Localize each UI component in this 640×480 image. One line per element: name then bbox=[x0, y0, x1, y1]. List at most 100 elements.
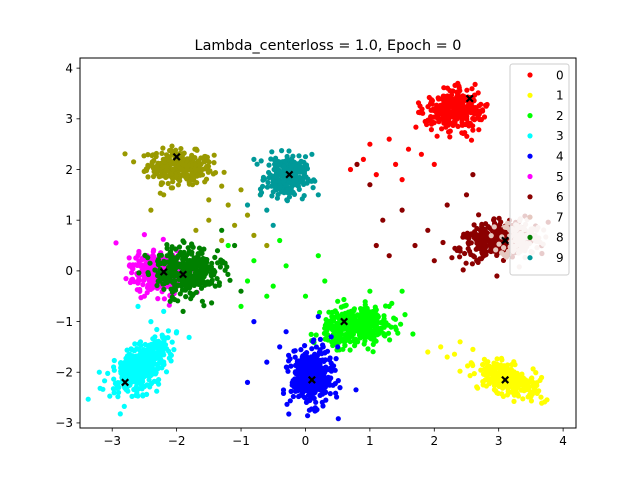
point-8 bbox=[209, 277, 215, 283]
point-8 bbox=[168, 286, 174, 292]
point-5 bbox=[134, 287, 140, 293]
point-6 bbox=[449, 255, 455, 261]
legend-marker-0 bbox=[527, 72, 533, 78]
point-6 bbox=[480, 228, 486, 234]
point-olive bbox=[244, 212, 251, 218]
point-8 bbox=[174, 255, 180, 261]
center-marker-2 bbox=[340, 317, 349, 326]
point-3 bbox=[118, 360, 124, 366]
point-olive bbox=[168, 171, 175, 177]
point-9 bbox=[286, 194, 293, 200]
point-3 bbox=[124, 347, 130, 353]
point-8 bbox=[224, 264, 230, 270]
point-0 bbox=[439, 96, 445, 102]
point-8 bbox=[180, 308, 186, 314]
point-8 bbox=[212, 283, 218, 289]
point-8 bbox=[200, 274, 206, 280]
point-7 bbox=[499, 250, 505, 256]
point-5 bbox=[161, 296, 167, 302]
point-3 bbox=[163, 369, 170, 375]
point-8 bbox=[215, 260, 221, 266]
point-5 bbox=[135, 280, 141, 286]
point-6 bbox=[425, 227, 431, 233]
point-7 bbox=[491, 224, 497, 230]
point-8 bbox=[201, 246, 207, 252]
point-1 bbox=[498, 355, 505, 361]
point-9 bbox=[270, 189, 276, 195]
point-3 bbox=[161, 308, 167, 314]
center-marker-4 bbox=[307, 375, 316, 384]
point-0 bbox=[472, 105, 479, 111]
point-9 bbox=[286, 148, 292, 154]
y-tick-label: 3 bbox=[65, 112, 73, 126]
point-8 bbox=[189, 242, 195, 248]
point-0 bbox=[445, 113, 451, 119]
point-8 bbox=[166, 264, 173, 270]
point-6 bbox=[380, 217, 386, 223]
point-2 bbox=[357, 313, 363, 320]
point-0 bbox=[405, 146, 412, 152]
point-0 bbox=[426, 94, 432, 101]
point-2 bbox=[335, 339, 341, 345]
point-8 bbox=[219, 227, 225, 233]
point-2 bbox=[338, 328, 344, 334]
y-tick-label: 4 bbox=[65, 61, 73, 75]
point-3 bbox=[132, 367, 138, 374]
point-2 bbox=[358, 322, 364, 328]
point-3 bbox=[148, 380, 155, 387]
y-tick-label: 1 bbox=[65, 213, 73, 227]
legend-marker-9 bbox=[527, 255, 533, 261]
point-9 bbox=[279, 148, 285, 154]
point-4 bbox=[313, 407, 319, 413]
point-1 bbox=[425, 349, 431, 355]
point-1 bbox=[487, 376, 493, 382]
center-marker-1 bbox=[501, 375, 510, 384]
point-3 bbox=[152, 340, 158, 346]
point-9 bbox=[297, 169, 303, 175]
point-2 bbox=[382, 333, 388, 339]
point-4 bbox=[298, 347, 304, 353]
point-olive bbox=[160, 145, 166, 151]
point-6 bbox=[494, 273, 500, 279]
series-9 bbox=[244, 148, 321, 228]
point-8 bbox=[193, 289, 199, 295]
point-2 bbox=[323, 317, 329, 323]
point-8 bbox=[201, 303, 207, 309]
point-4 bbox=[280, 390, 287, 396]
point-1 bbox=[480, 362, 486, 368]
legend-label-1: 1 bbox=[556, 89, 564, 103]
point-6 bbox=[491, 216, 497, 222]
point-4 bbox=[313, 399, 319, 405]
point-4 bbox=[323, 397, 329, 403]
point-2 bbox=[264, 293, 270, 299]
point-8 bbox=[214, 276, 220, 282]
point-0 bbox=[415, 100, 422, 106]
point-8 bbox=[169, 294, 175, 300]
point-6 bbox=[457, 254, 463, 260]
point-0 bbox=[428, 107, 434, 113]
point-olive bbox=[148, 207, 154, 213]
point-1 bbox=[511, 398, 517, 404]
legend-label-7: 7 bbox=[556, 210, 564, 224]
point-3 bbox=[148, 372, 154, 379]
point-5 bbox=[129, 270, 135, 276]
points-layer bbox=[85, 80, 551, 422]
point-9 bbox=[309, 151, 315, 157]
y-tick-label: 2 bbox=[65, 163, 73, 177]
point-3 bbox=[135, 393, 141, 399]
point-olive bbox=[206, 197, 212, 203]
point-0 bbox=[452, 113, 458, 119]
point-olive bbox=[211, 160, 217, 166]
point-6 bbox=[463, 192, 470, 198]
point-2 bbox=[381, 324, 387, 330]
point-5 bbox=[135, 253, 141, 259]
point-6 bbox=[495, 227, 501, 233]
point-0 bbox=[478, 101, 484, 107]
point-0 bbox=[470, 127, 476, 133]
point-2 bbox=[347, 347, 353, 353]
point-9 bbox=[308, 178, 315, 184]
point-4 bbox=[313, 357, 319, 363]
point-9 bbox=[268, 156, 274, 162]
point-6 bbox=[354, 161, 360, 167]
point-6 bbox=[474, 245, 480, 251]
